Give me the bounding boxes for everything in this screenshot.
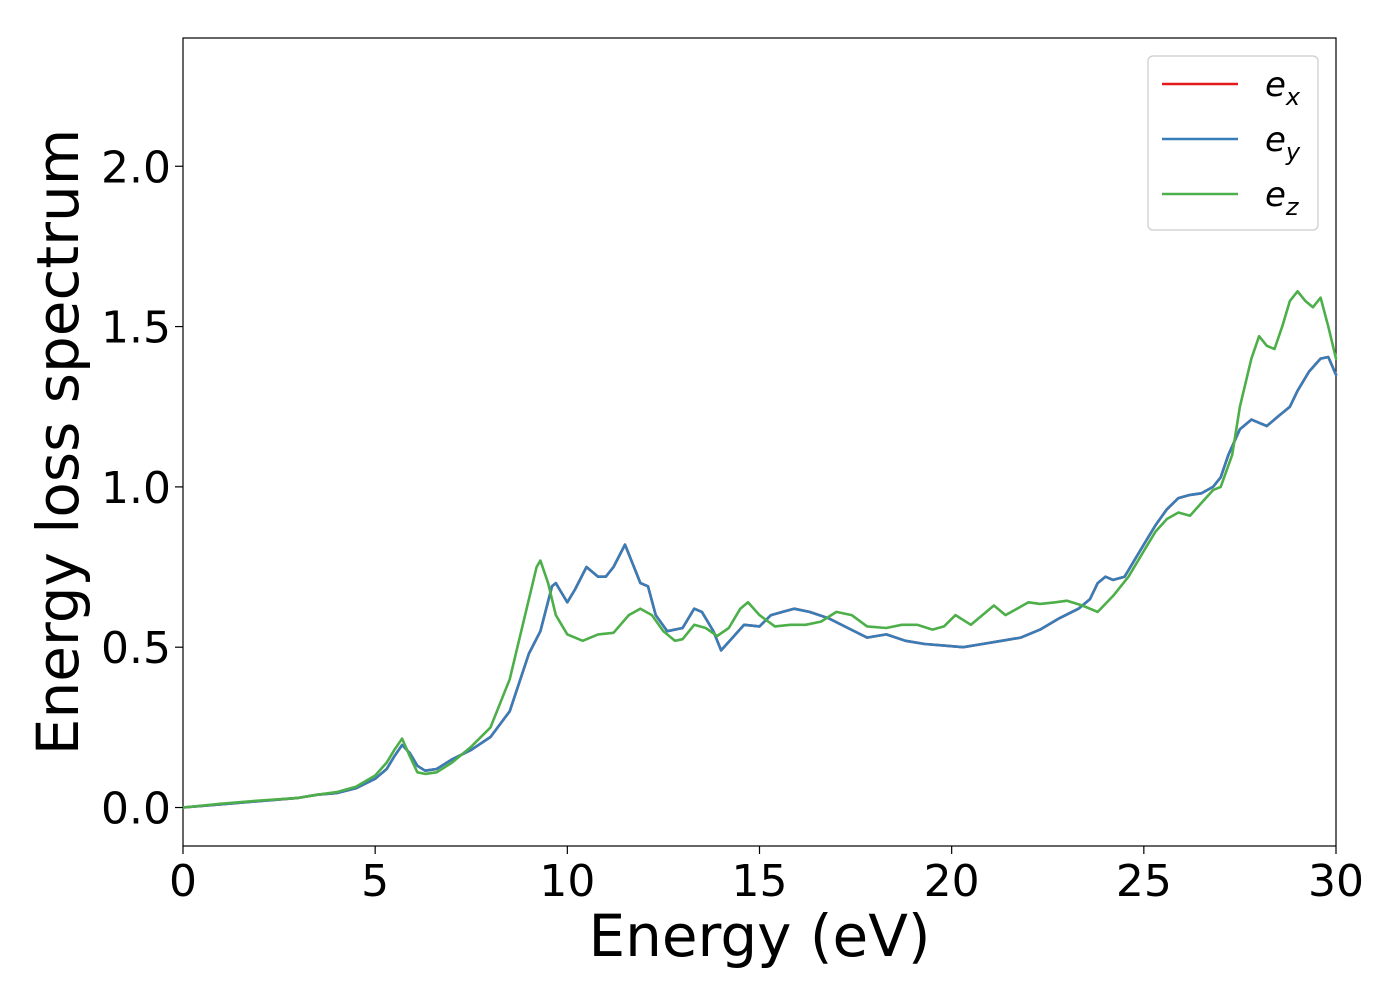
- x-axis-ticks: 0 5 10 15 20 25 30: [169, 846, 1364, 907]
- y-tick-label: 2.0: [101, 142, 171, 193]
- x-tick-label: 25: [1116, 856, 1172, 907]
- x-tick-label: 30: [1308, 856, 1364, 907]
- y-tick-label: 1.0: [101, 463, 171, 514]
- y-axis-title: Energy loss spectrum: [24, 129, 92, 755]
- x-tick-label: 10: [539, 856, 595, 907]
- x-tick-label: 0: [169, 856, 197, 907]
- x-tick-label: 15: [732, 856, 788, 907]
- x-tick-label: 5: [361, 856, 389, 907]
- series-line-z: [181, 289, 1338, 809]
- y-tick-label: 0.5: [101, 623, 171, 674]
- series-layer: [181, 289, 1338, 809]
- y-tick-label: 1.5: [101, 303, 171, 354]
- x-axis-title: Energy (eV): [588, 902, 930, 970]
- y-axis-ticks: 0.0 0.5 1.0 1.5 2.0: [101, 142, 183, 835]
- plot-area: [182, 37, 1337, 847]
- y-tick-label: 0.0: [101, 784, 171, 835]
- legend-box: [1147, 55, 1319, 231]
- x-tick-label: 20: [924, 856, 980, 907]
